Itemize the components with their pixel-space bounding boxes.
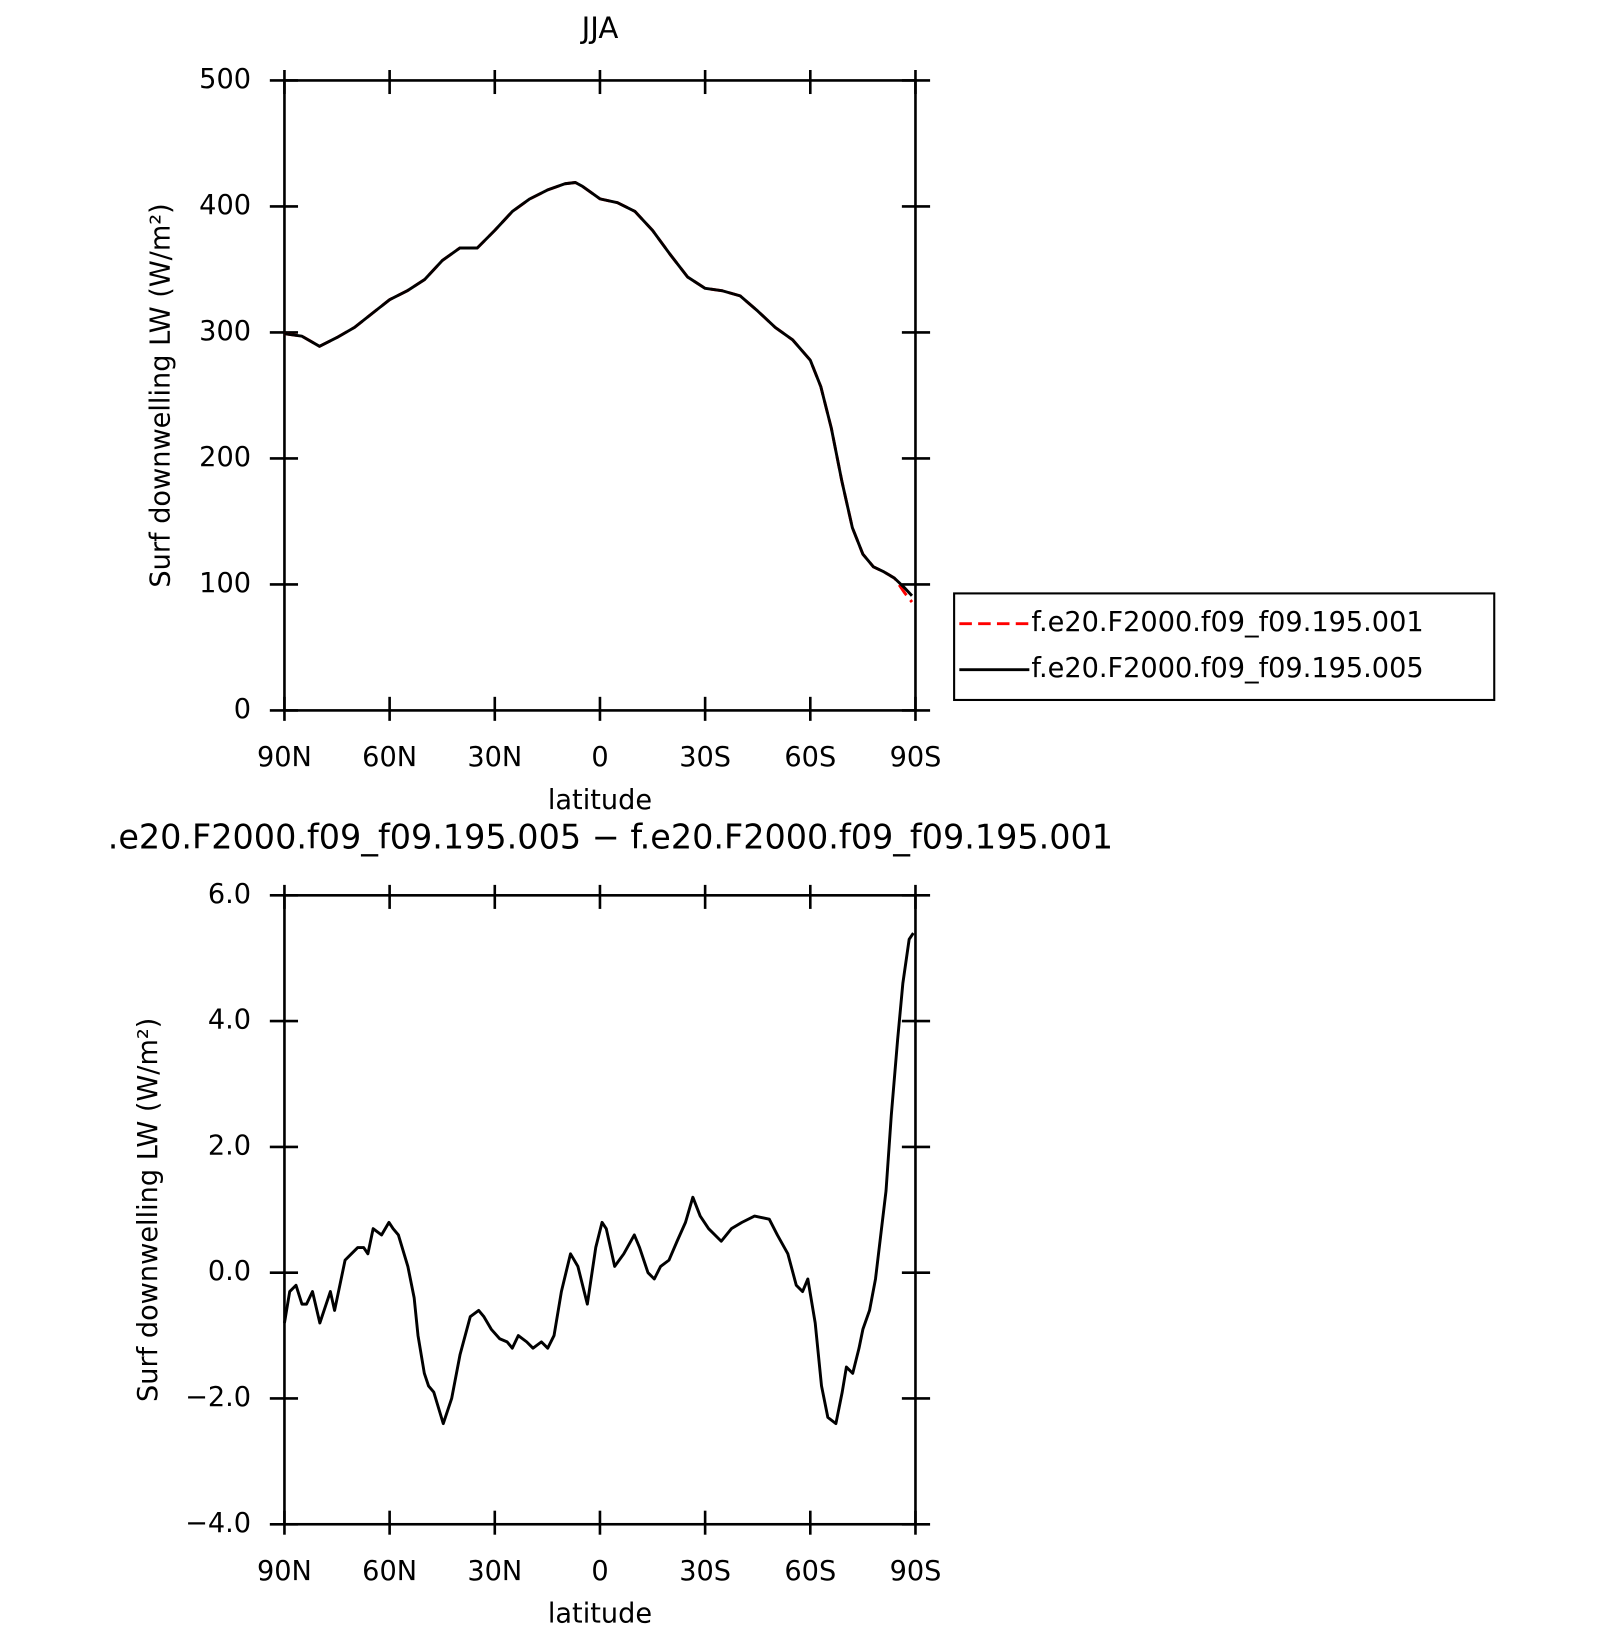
x-tick-label: 90S: [890, 1556, 942, 1587]
y-tick-label: 0.0: [208, 1256, 251, 1287]
x-tick-label: 30N: [467, 1556, 522, 1587]
x-tick-label: 30N: [467, 742, 522, 773]
y-tick-label: 6.0: [208, 879, 251, 910]
x-tick-label: 0: [591, 742, 608, 773]
chart-title: .e20.F2000.f09_f09.195.005 − f.e20.F2000…: [108, 817, 1113, 856]
x-tick-label: 90N: [257, 1556, 312, 1587]
y-tick-label: 300: [199, 316, 251, 347]
y-tick-label: 400: [199, 190, 251, 221]
y-tick-label: 4.0: [208, 1005, 251, 1036]
y-tick-label: 200: [199, 442, 251, 473]
y-tick-label: 500: [199, 64, 251, 95]
y-tick-label: −2.0: [185, 1382, 251, 1413]
chart-title: JJA: [580, 11, 619, 45]
plot-frame: [283, 894, 917, 1526]
x-axis-label: latitude: [548, 785, 652, 816]
legend-label: f.e20.F2000.f09_f09.195.005: [1031, 653, 1423, 684]
x-tick-label: 30S: [679, 742, 731, 773]
x-tick-label: 60S: [784, 742, 836, 773]
x-tick-label: 0: [591, 1556, 608, 1587]
x-tick-label: 60S: [784, 1556, 836, 1587]
y-axis-label: Surf downwelling LW (W/m²): [133, 1018, 164, 1402]
y-tick-label: 2.0: [208, 1130, 251, 1161]
x-tick-label: 90N: [257, 742, 312, 773]
y-tick-label: 100: [199, 568, 251, 599]
x-tick-label: 90S: [890, 742, 942, 773]
plot-frame: [283, 79, 917, 712]
x-tick-label: 60N: [362, 1556, 417, 1587]
legend-label: f.e20.F2000.f09_f09.195.001: [1031, 607, 1423, 638]
y-tick-label: −4.0: [185, 1508, 251, 1539]
data-line: [284, 181, 914, 603]
y-tick-label: 0: [234, 694, 251, 725]
x-tick-label: 30S: [679, 1556, 731, 1587]
x-axis-label: latitude: [548, 1599, 652, 1630]
data-line: [283, 932, 915, 1426]
data-line: [284, 181, 914, 597]
x-tick-label: 60N: [362, 742, 417, 773]
legend-box: [953, 592, 1496, 702]
y-axis-label: Surf downwelling LW (W/m²): [146, 203, 177, 587]
